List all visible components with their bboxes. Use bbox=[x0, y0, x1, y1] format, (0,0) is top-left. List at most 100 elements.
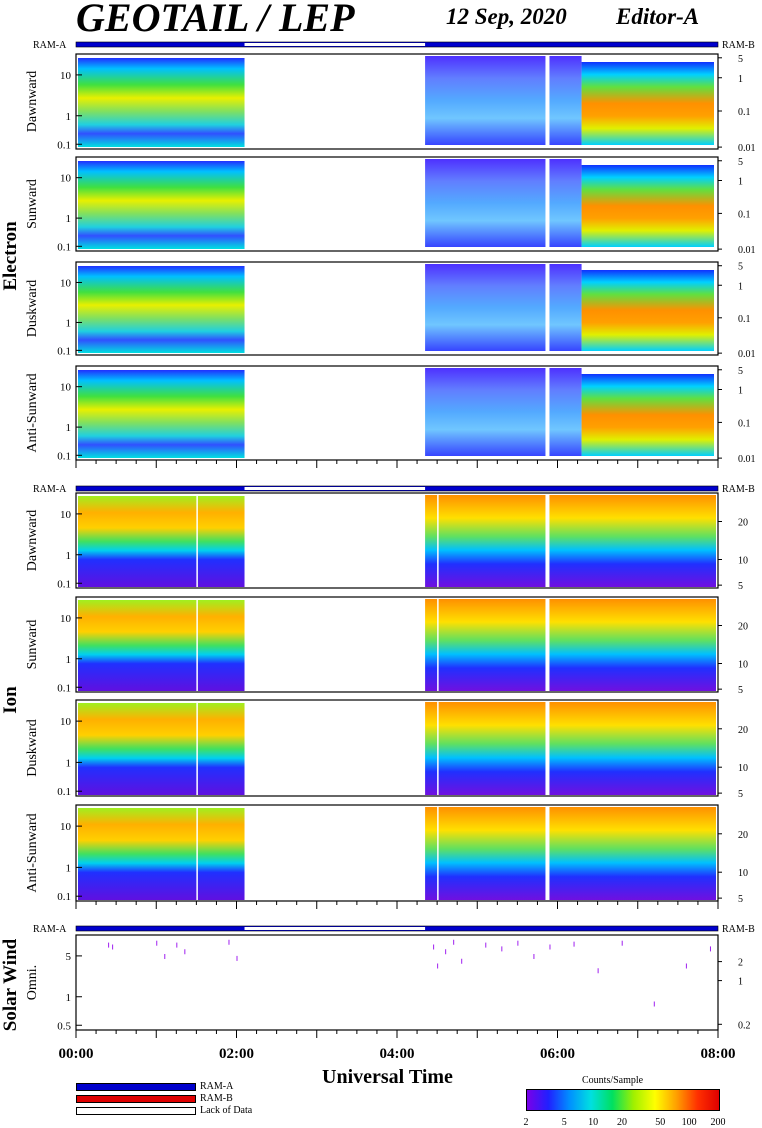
data-gap-line bbox=[437, 805, 439, 901]
colorbar-tick-label: 2 bbox=[523, 1117, 529, 1128]
data-gap-line bbox=[437, 700, 439, 796]
data-gap-line bbox=[196, 700, 198, 796]
right-tick-label: 10 bbox=[738, 868, 748, 879]
right-tick-label: 20 bbox=[738, 725, 748, 736]
data-gap-stripe bbox=[545, 493, 550, 588]
colorbar-tick-label: 100 bbox=[681, 1117, 697, 1128]
left-tick-label: 1 bbox=[66, 654, 72, 666]
panel-label: Omni. bbox=[25, 965, 40, 1000]
right-tick-label: 5 bbox=[738, 581, 743, 592]
legend-ram-b-swatch bbox=[76, 1095, 196, 1103]
x-tick-label: 00:00 bbox=[59, 1046, 94, 1062]
colorbar-tick-label: 5 bbox=[561, 1117, 567, 1128]
panel-background bbox=[76, 935, 718, 1030]
solar-wind-point bbox=[453, 939, 455, 945]
data-gap-stripe bbox=[545, 597, 550, 692]
left-tick-label: 10 bbox=[60, 382, 72, 394]
colorbar bbox=[526, 1089, 720, 1111]
data-gap-stripe bbox=[545, 157, 550, 251]
spectrogram-mid-segment bbox=[425, 264, 582, 351]
right-tick-label: 0.01 bbox=[738, 143, 756, 154]
solar-wind-point bbox=[437, 963, 439, 969]
data-gap-stripe bbox=[545, 54, 550, 149]
left-tick-label: 0.1 bbox=[57, 139, 71, 151]
panel-label: Dawnward bbox=[25, 71, 40, 132]
ram-left-label: RAM-A bbox=[33, 40, 67, 51]
right-tick-label: 0.1 bbox=[738, 314, 751, 325]
right-tick-label: 20 bbox=[738, 830, 748, 841]
solar-wind-point bbox=[653, 1001, 655, 1007]
solar-wind-point bbox=[433, 944, 435, 950]
left-tick-label: 0.1 bbox=[57, 682, 71, 694]
left-tick-label: 10 bbox=[60, 173, 72, 185]
ram-right-label: RAM-B bbox=[722, 40, 755, 51]
spectrogram-right-segment bbox=[425, 495, 716, 587]
right-tick-label: 0.01 bbox=[738, 245, 756, 256]
left-tick-label: 10 bbox=[60, 716, 72, 728]
ram-bar-gap bbox=[244, 487, 426, 490]
spectrogram-right-segment bbox=[581, 270, 714, 351]
spectrogram-left-segment bbox=[78, 266, 245, 353]
panel-label: Anti-Sunward bbox=[25, 373, 40, 452]
group-label: Ion bbox=[0, 686, 21, 714]
left-tick-label: 0.5 bbox=[57, 1020, 71, 1032]
panel-label: Dawnward bbox=[25, 510, 40, 571]
left-tick-label: 1 bbox=[66, 422, 72, 434]
x-tick-label: 04:00 bbox=[380, 1046, 415, 1062]
x-axis-title: Universal Time bbox=[322, 1066, 453, 1088]
left-tick-label: 1 bbox=[66, 213, 72, 225]
right-tick-label: 0.01 bbox=[738, 454, 756, 465]
panel-label: Sunward bbox=[25, 179, 40, 229]
data-gap-line bbox=[437, 493, 439, 588]
data-gap-line bbox=[437, 597, 439, 692]
ram-bar-gap bbox=[244, 927, 426, 930]
right-tick-label: 1 bbox=[738, 177, 743, 188]
right-tick-label: 0.01 bbox=[738, 349, 756, 360]
chart-date: 12 Sep, 2020 bbox=[446, 4, 567, 29]
ram-bar-gap bbox=[244, 43, 426, 46]
right-tick-label: 5 bbox=[738, 262, 743, 273]
left-tick-label: 1 bbox=[66, 317, 72, 329]
right-tick-label: 0.2 bbox=[738, 1020, 751, 1031]
right-tick-label: 0.1 bbox=[738, 418, 751, 429]
left-tick-label: 10 bbox=[60, 821, 72, 833]
spectrogram-left-segment bbox=[78, 703, 245, 795]
solar-wind-point bbox=[597, 968, 599, 974]
panel-frame bbox=[75, 596, 719, 693]
group-label: Solar Wind bbox=[0, 938, 21, 1031]
right-tick-label: 10 bbox=[738, 763, 748, 774]
panel-frame bbox=[75, 261, 719, 356]
panel-label: Duskward bbox=[25, 280, 40, 338]
right-tick-label: 2 bbox=[738, 958, 743, 969]
solar-wind-point bbox=[176, 942, 178, 948]
right-tick-label: 0.1 bbox=[738, 209, 751, 220]
spectrogram-left-segment bbox=[78, 161, 245, 249]
data-gap-stripe bbox=[545, 700, 550, 796]
spectrogram-right-segment bbox=[425, 599, 716, 691]
panel-label: Duskward bbox=[25, 719, 40, 777]
spectrogram-left-segment bbox=[78, 496, 245, 587]
solar-wind-point bbox=[228, 939, 230, 945]
data-gap-stripe bbox=[545, 366, 550, 460]
left-tick-label: 10 bbox=[60, 277, 72, 289]
group-label: Electron bbox=[0, 221, 21, 291]
right-tick-label: 1 bbox=[738, 281, 743, 292]
spectrogram-left-segment bbox=[78, 58, 245, 147]
panel-frame bbox=[75, 699, 719, 797]
spectrogram-left-segment bbox=[78, 370, 245, 458]
data-gap-line bbox=[196, 805, 198, 901]
right-tick-label: 5 bbox=[738, 894, 743, 905]
solar-wind-point bbox=[108, 942, 110, 948]
spectrogram-right-segment bbox=[425, 807, 716, 900]
panel-frame bbox=[75, 492, 719, 589]
right-tick-label: 0.1 bbox=[738, 107, 751, 118]
left-tick-label: 1 bbox=[66, 992, 72, 1004]
legend-ram-a-label: RAM-A bbox=[200, 1081, 234, 1092]
data-gap-stripe bbox=[545, 805, 550, 901]
x-tick-label: 02:00 bbox=[219, 1046, 254, 1062]
chart-editor: Editor-A bbox=[616, 4, 700, 29]
data-gap-line bbox=[196, 597, 198, 692]
ram-right-label: RAM-B bbox=[722, 924, 755, 935]
spectrogram-right-segment bbox=[581, 62, 714, 145]
ram-left-label: RAM-A bbox=[33, 924, 67, 935]
